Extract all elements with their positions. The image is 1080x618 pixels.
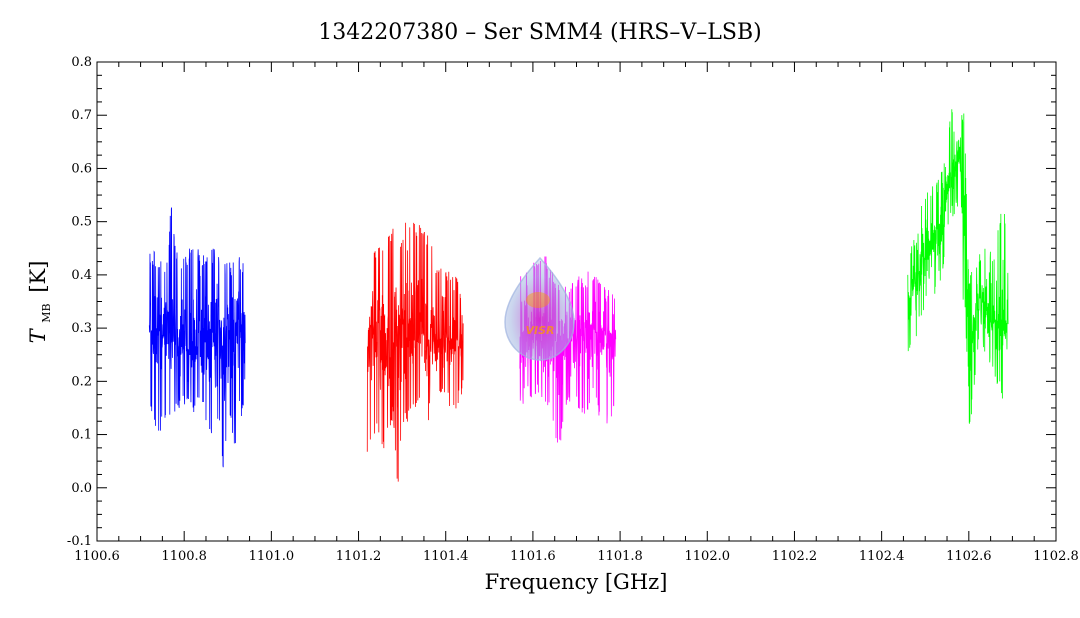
x-tick-label: 1102.8	[1033, 549, 1079, 564]
x-tick-label: 1102.6	[946, 549, 992, 564]
x-tick-label: 1102.4	[859, 549, 905, 564]
y-tick-label: 0.3	[71, 321, 92, 336]
watermark-highlight	[526, 292, 550, 308]
watermark-text: VISR	[526, 324, 555, 337]
x-tick-label: 1101.2	[336, 549, 382, 564]
x-tick-label: 1101.6	[510, 549, 556, 564]
y-tick-label: 0.0	[71, 481, 92, 496]
x-tick-label: 1101.0	[249, 549, 295, 564]
y-axis: -0.1 0.0 0.1 0.2 0.3 0.4 0.5 0.6 0.7 0.8	[67, 55, 1056, 549]
spectrum-trace	[148, 207, 246, 468]
y-label-main: T	[26, 327, 50, 343]
x-tick-label: 1100.6	[74, 549, 120, 564]
svg-text:T MB [K]: T MB [K]	[26, 261, 55, 344]
x-axis: 1100.6 1100.8 1101.0 1101.2 1101.4 1101.6 1101…	[74, 62, 1079, 564]
y-label-sub: MB	[40, 303, 53, 322]
y-label-unit: [K]	[26, 261, 50, 293]
spectrum-series	[366, 222, 464, 482]
x-tick-label: 1100.8	[161, 549, 207, 564]
y-tick-label: 0.5	[71, 215, 92, 230]
y-tick-label: 0.2	[71, 374, 92, 389]
y-tick-label: 0.6	[71, 161, 92, 176]
spectrum-series	[907, 109, 1009, 424]
y-tick-label: 0.7	[71, 108, 92, 123]
y-axis-label: T MB [K]	[26, 261, 55, 344]
spectra	[148, 109, 1009, 482]
watermark-logo: VISR	[504, 256, 575, 361]
y-tick-label: 0.4	[71, 268, 92, 283]
watermark-drop	[504, 256, 575, 361]
spectrum-trace	[907, 109, 1009, 424]
x-tick-label: 1101.8	[597, 549, 643, 564]
spectrum-trace	[366, 222, 464, 482]
x-tick-label: 1102.2	[772, 549, 818, 564]
y-tick-label: 0.8	[71, 55, 92, 70]
x-tick-label: 1102.0	[685, 549, 731, 564]
y-tick-label: -0.1	[67, 534, 92, 549]
chart-title: 1342207380 – Ser SMM4 (HRS–V–LSB)	[318, 20, 761, 45]
y-tick-label: 0.1	[71, 428, 92, 443]
spectrum-series	[148, 207, 246, 468]
x-axis-label: Frequency [GHz]	[485, 570, 668, 594]
x-tick-label: 1101.4	[423, 549, 469, 564]
